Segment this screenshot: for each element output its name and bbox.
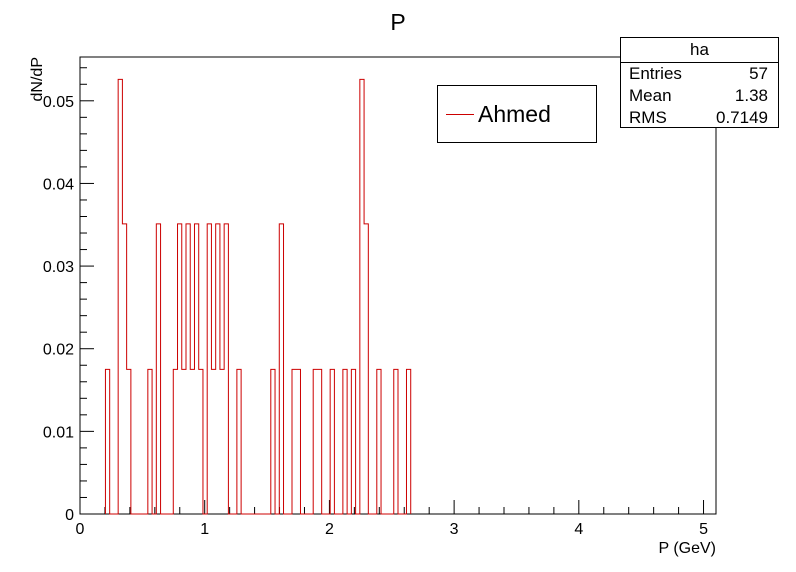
- y-tick-label: 0.03: [43, 259, 74, 276]
- y-axis-label: dN/dP: [29, 57, 46, 101]
- stats-row-mean: Mean 1.38: [621, 85, 778, 107]
- stats-row-rms: RMS 0.7149: [621, 107, 778, 129]
- stats-label: Mean: [629, 86, 672, 105]
- x-tick-label: 1: [200, 521, 209, 538]
- stats-label: Entries: [629, 64, 682, 83]
- x-tick-label: 2: [325, 521, 334, 538]
- stats-row-entries: Entries 57: [621, 63, 778, 85]
- y-tick-label: 0.02: [43, 342, 74, 359]
- y-tick-labels: 0 0.01 0.02 0.03 0.04 0.05: [43, 94, 74, 524]
- stats-box: ha Entries 57 Mean 1.38 RMS 0.7149: [620, 37, 779, 128]
- chart-title: P: [390, 9, 405, 35]
- x-tick-label: 5: [699, 521, 708, 538]
- legend: Ahmed: [437, 85, 597, 143]
- stats-value: 1.38: [734, 86, 768, 105]
- x-tick-label: 0: [76, 521, 85, 538]
- x-tick-labels: 0 1 2 3 4 5: [76, 521, 709, 538]
- y-tick-label: 0: [65, 507, 74, 524]
- stats-value: 0.7149: [716, 108, 768, 127]
- legend-swatch-line: [446, 114, 474, 115]
- x-tick-label: 4: [574, 521, 583, 538]
- stats-box-title: ha: [621, 38, 778, 63]
- stats-value: 57: [749, 64, 768, 83]
- histogram-line: [104, 78, 412, 515]
- y-tick-label: 0.05: [43, 94, 74, 111]
- legend-entry-label: Ahmed: [478, 101, 551, 127]
- x-axis-label: P (GeV): [659, 540, 717, 557]
- stats-label: RMS: [629, 108, 667, 127]
- x-tick-label: 3: [450, 521, 459, 538]
- y-tick-label: 0.04: [43, 176, 74, 193]
- y-tick-label: 0.01: [43, 424, 74, 441]
